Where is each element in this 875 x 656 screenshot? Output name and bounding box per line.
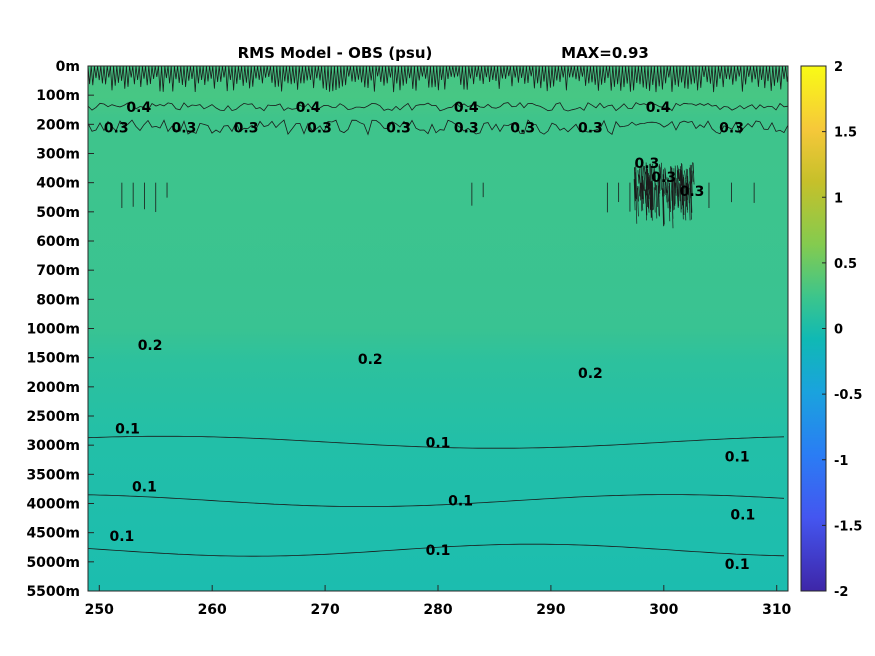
contour-label: 0.1 [115,421,140,437]
x-tick-label: 300 [649,602,678,618]
colorbar-tick-label: 0.5 [834,257,857,272]
colorbar-tick-label: -1 [834,454,848,469]
x-tick-label: 270 [310,602,339,618]
y-tick-label: 5000m [26,555,80,571]
max-label: MAX=0.93 [561,44,649,62]
contour-label: 0.4 [646,100,671,116]
colorbar-tick-label: 0 [834,323,843,338]
contour-line-0.1 [88,494,785,507]
contour-label: 0.2 [358,352,383,368]
chart-title: RMS Model - OBS (psu) [238,44,433,62]
contour-label: 0.3 [634,156,659,172]
surface-spikes [88,66,788,93]
contour-label: 0.2 [578,366,603,382]
y-tick-label: 4500m [26,526,80,542]
contour-line-0.1 [88,435,785,449]
x-axis: 250 260 270 280 290 300 310 [85,585,792,618]
contour-line-cluster [633,162,695,226]
x-tick-label: 290 [536,602,565,618]
contour-label: 0.1 [426,543,451,559]
contour-label: 0.4 [126,100,151,116]
contour-line-0.4 [88,102,788,112]
y-tick-label: 3500m [26,467,80,483]
contour-label: 0.3 [510,120,535,136]
contour-label: 0.1 [426,435,451,451]
contour-labels: 0.4 0.4 0.4 0.40.3 0.3 0.3 0.3 0.3 0.3 0.3 0.3 0.30… [104,100,755,573]
y-tick-label: 1000m [26,322,80,338]
contour-label: 0.1 [725,449,750,465]
y-tick-label: 200m [36,117,80,133]
contour-label: 0.1 [725,557,750,573]
y-tick-label: 500m [36,205,80,221]
contour-lines [88,102,788,557]
contour-label: 0.1 [132,480,157,496]
y-tick-label: 4000m [26,497,80,513]
y-axis: 0m 100m 200m 300m 400m 500m 600m 700m 800m 1000m 1… [26,59,94,600]
contour-label: 0.3 [680,184,705,200]
y-tick-label: 2000m [26,380,80,396]
colorbar-tick-label: -2 [834,585,848,600]
colorbar-tick-label: -1.5 [834,519,862,534]
colorbar [800,65,827,592]
colorbar-tick-label: 1 [834,191,843,206]
colorbar-tick-label: -0.5 [834,388,862,403]
y-tick-label: 700m [36,263,80,279]
y-tick-label: 0m [56,59,80,75]
colorbar-axis: 2 1.5 1 0.5 0 -0.5 -1 -1.5 -2 [822,60,862,600]
plot-field [88,66,788,591]
colorbar-tick-label: 2 [834,60,843,75]
colorbar-tick-label: 1.5 [834,126,857,141]
contour-label: 0.3 [454,120,479,136]
contour-label: 0.3 [172,120,197,136]
x-tick-label: 260 [198,602,227,618]
contour-line-0.3 [88,119,788,136]
y-tick-label: 5500m [26,584,80,600]
contour-label: 0.4 [296,100,321,116]
y-tick-label: 3000m [26,438,80,454]
contour-label: 0.3 [307,120,332,136]
y-tick-label: 1500m [26,351,80,367]
surface-noise-texture [88,66,788,93]
y-tick-label: 800m [36,292,80,308]
x-tick-label: 280 [423,602,452,618]
x-tick-label: 250 [85,602,114,618]
contour-label: 0.3 [234,120,259,136]
x-tick-label: 310 [762,602,791,618]
y-tick-label: 400m [36,176,80,192]
contour-label: 0.3 [719,120,744,136]
y-tick-label: 600m [36,234,80,250]
contour-label: 0.3 [386,120,411,136]
contour-line-0.1 [88,543,785,557]
contour-label: 0.1 [448,494,473,510]
contour-label: 0.1 [730,508,755,524]
contour-label: 0.3 [651,170,676,186]
contour-label: 0.4 [454,100,479,116]
y-tick-label: 2500m [26,409,80,425]
y-tick-label: 100m [36,88,80,104]
contour-label: 0.3 [104,120,129,136]
contour-label: 0.1 [109,529,134,545]
y-tick-label: 300m [36,147,80,163]
contour-label: 0.3 [578,120,603,136]
contour-label: 0.2 [138,338,163,354]
